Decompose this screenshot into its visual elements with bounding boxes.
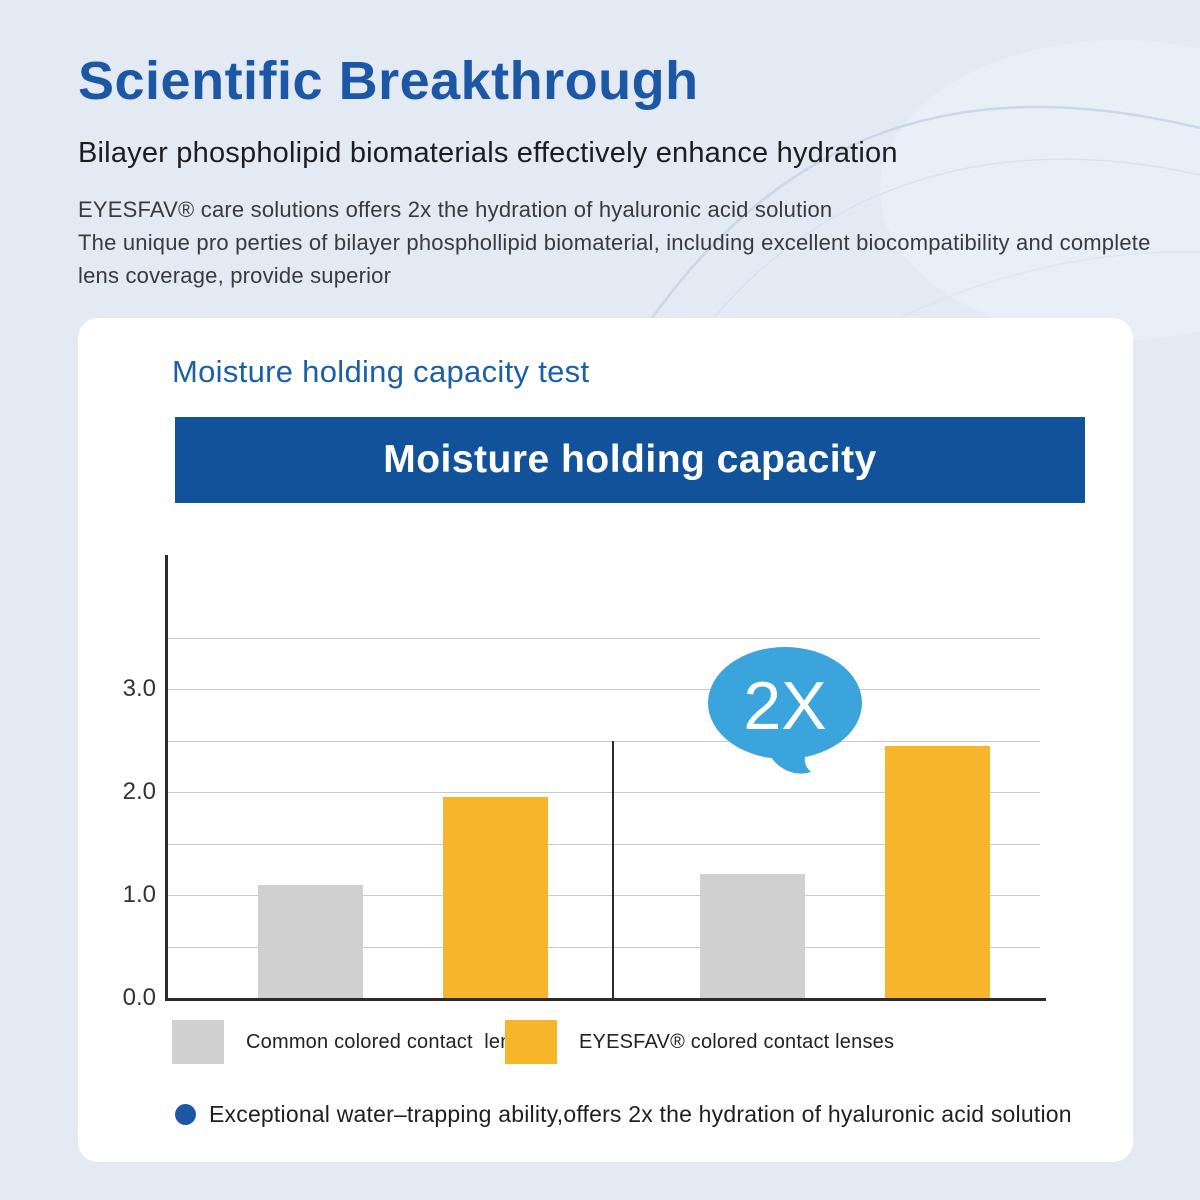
bar-eyesfav-group2 xyxy=(885,745,990,998)
gridline xyxy=(167,946,1040,948)
y-axis-tick-label: 1.0 xyxy=(122,881,156,908)
y-axis-tick-label: 0.0 xyxy=(122,984,156,1011)
intro-line-2: The unique pro perties of bilayer phosph… xyxy=(78,230,1151,288)
page-title: Scientific Breakthrough xyxy=(78,51,699,111)
footnote: Exceptional water–trapping ability,offer… xyxy=(175,1101,1072,1128)
legend-swatch-eyesfav xyxy=(505,1020,557,1064)
intro-paragraph: EYESFAV® care solutions offers 2x the hy… xyxy=(78,193,1163,292)
legend-swatch-common xyxy=(172,1020,224,1064)
y-axis-line xyxy=(165,555,168,1001)
bullet-dot-icon xyxy=(175,1104,196,1125)
gridline xyxy=(167,740,1040,742)
page-subtitle: Bilayer phospholipid biomaterials effect… xyxy=(78,137,898,169)
x-axis-line xyxy=(165,998,1046,1001)
gridline xyxy=(167,637,1040,639)
gridline xyxy=(167,792,1040,793)
group-divider-line xyxy=(612,741,614,998)
chart-area: 2X 0.0 1.0 2.0 3.0 xyxy=(78,318,1133,1162)
bar-common-group1 xyxy=(258,884,363,998)
gridline xyxy=(167,843,1040,845)
chart-title-banner: Moisture holding capacity xyxy=(175,417,1085,503)
y-axis-tick-label: 2.0 xyxy=(122,778,156,805)
footnote-text: Exceptional water–trapping ability,offer… xyxy=(209,1101,1072,1127)
legend-label-common: Common colored contact lenses xyxy=(246,1030,544,1053)
annotation-bubble: 2X xyxy=(708,647,862,774)
legend-label-eyesfav: EYESFAV® colored contact lenses xyxy=(579,1030,895,1053)
chart-card-heading: Moisture holding capacity test xyxy=(172,354,590,389)
annotation-bubble-text: 2X xyxy=(743,668,826,744)
bar-eyesfav-group1 xyxy=(443,797,548,998)
gridline xyxy=(167,895,1040,896)
legend-item-common: Common colored contact lenses xyxy=(172,1020,543,1064)
gridline xyxy=(167,689,1040,690)
intro-line-1: EYESFAV® care solutions offers 2x the hy… xyxy=(78,197,833,222)
chart-title-banner-text: Moisture holding capacity xyxy=(383,438,877,481)
legend-item-eyesfav: EYESFAV® colored contact lenses xyxy=(505,1020,894,1064)
y-axis-tick-label: 3.0 xyxy=(122,675,156,702)
bar-common-group2 xyxy=(700,874,805,998)
chart-card: Moisture holding capacity test Moisture … xyxy=(78,318,1133,1162)
